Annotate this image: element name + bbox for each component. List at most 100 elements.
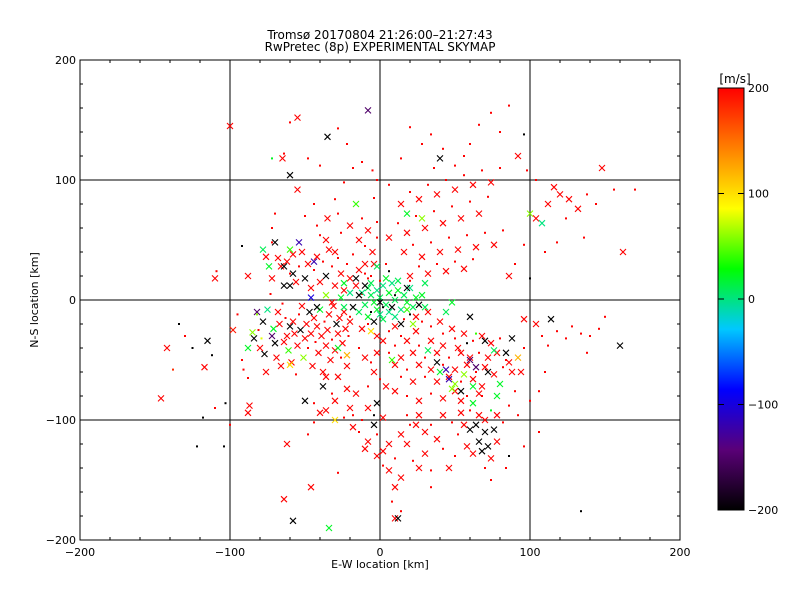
data-point-x [433,378,441,385]
data-point-x [520,315,528,323]
data-point-dot [358,347,360,349]
data-point-x [412,313,420,321]
data-point-x [355,291,363,299]
data-point-x [490,347,498,354]
data-point-dot [394,294,396,297]
data-point-x [481,428,489,436]
data-point-x [487,339,495,347]
data-point-x [472,363,480,371]
data-point-x [307,284,315,292]
data-point-x [505,359,513,366]
data-point-x [364,313,372,321]
data-point-dot [460,380,462,383]
data-point-x [385,289,393,297]
data-point-x [475,210,483,217]
data-point-dot [430,423,432,426]
data-point-dot [418,265,420,268]
data-point-x [300,354,307,361]
data-point-x [306,308,313,316]
data-point-x [259,318,267,325]
data-point-x [301,275,309,282]
data-point-dot [538,390,540,393]
data-point-x [286,282,294,289]
data-point-x [346,275,354,282]
data-point-x [469,399,477,407]
data-point-x [469,383,477,390]
data-point-x [157,395,165,402]
data-point-x [229,326,237,334]
data-point-x [364,107,372,114]
data-point-x [466,313,474,321]
data-point-x [325,246,333,253]
data-point-dot [313,203,315,205]
data-point-dot [463,155,465,157]
data-point-dot [340,231,342,234]
data-point-dot [442,447,444,450]
data-point-dot [481,169,483,172]
data-point-x [370,368,378,376]
data-point-x [361,445,369,453]
data-point-dot [541,335,543,337]
data-point-dot [211,354,213,357]
data-point-x [382,275,390,282]
data-point-x [331,397,339,405]
data-point-x [289,270,297,277]
data-point-x [376,311,384,318]
data-point-x [514,152,522,160]
data-point-x [316,278,324,286]
data-point-x [319,383,327,390]
data-point-dot [223,445,225,448]
data-point-x [322,407,330,414]
data-point-dot [337,471,339,474]
data-point-dot [337,127,339,130]
data-point-x [295,239,303,246]
data-point-x [460,265,468,273]
data-point-dot [367,277,369,280]
data-point-x [330,302,337,310]
data-point-dot [191,347,194,349]
data-point-x [361,260,369,268]
data-point-dot [376,236,378,239]
data-point-x [355,236,363,244]
data-point-x [388,279,396,287]
data-point-x [412,327,420,335]
data-point-dot [322,260,324,263]
data-point-x [250,335,258,342]
data-point-dot [385,263,387,265]
data-point-x [556,191,564,198]
data-point-dot [430,486,432,489]
data-point-dot [376,221,378,223]
data-point-x [270,325,277,333]
data-point-x [334,344,342,352]
data-point-x [249,329,256,336]
data-point-x [484,354,492,361]
data-point-dot [340,356,342,359]
data-point-x [286,171,294,179]
data-point-dot [565,217,567,220]
data-point-dot [580,510,582,513]
data-point-x [361,354,369,361]
data-point-dot [529,399,531,402]
data-point-dot [376,433,378,436]
data-point-dot [448,236,450,239]
data-point-x [283,258,291,265]
data-point-x [415,195,423,203]
data-point-dot [388,330,390,333]
data-point-dot [316,224,318,227]
data-point-x [286,361,294,369]
data-point-x [574,205,582,213]
data-point-x [448,299,456,306]
data-point-dot [463,174,465,177]
data-point-x [502,349,510,357]
data-point-x [493,438,501,445]
data-point-dot [352,414,354,417]
data-point-x [343,385,351,393]
data-point-dot [469,409,471,412]
colorbar-tick-label: −100 [748,399,778,412]
data-point-x [280,338,288,346]
data-point-x [403,306,411,313]
data-point-x [439,411,447,419]
data-point-x [367,279,375,287]
data-point-dot [421,320,423,323]
data-point-dot [442,332,444,335]
